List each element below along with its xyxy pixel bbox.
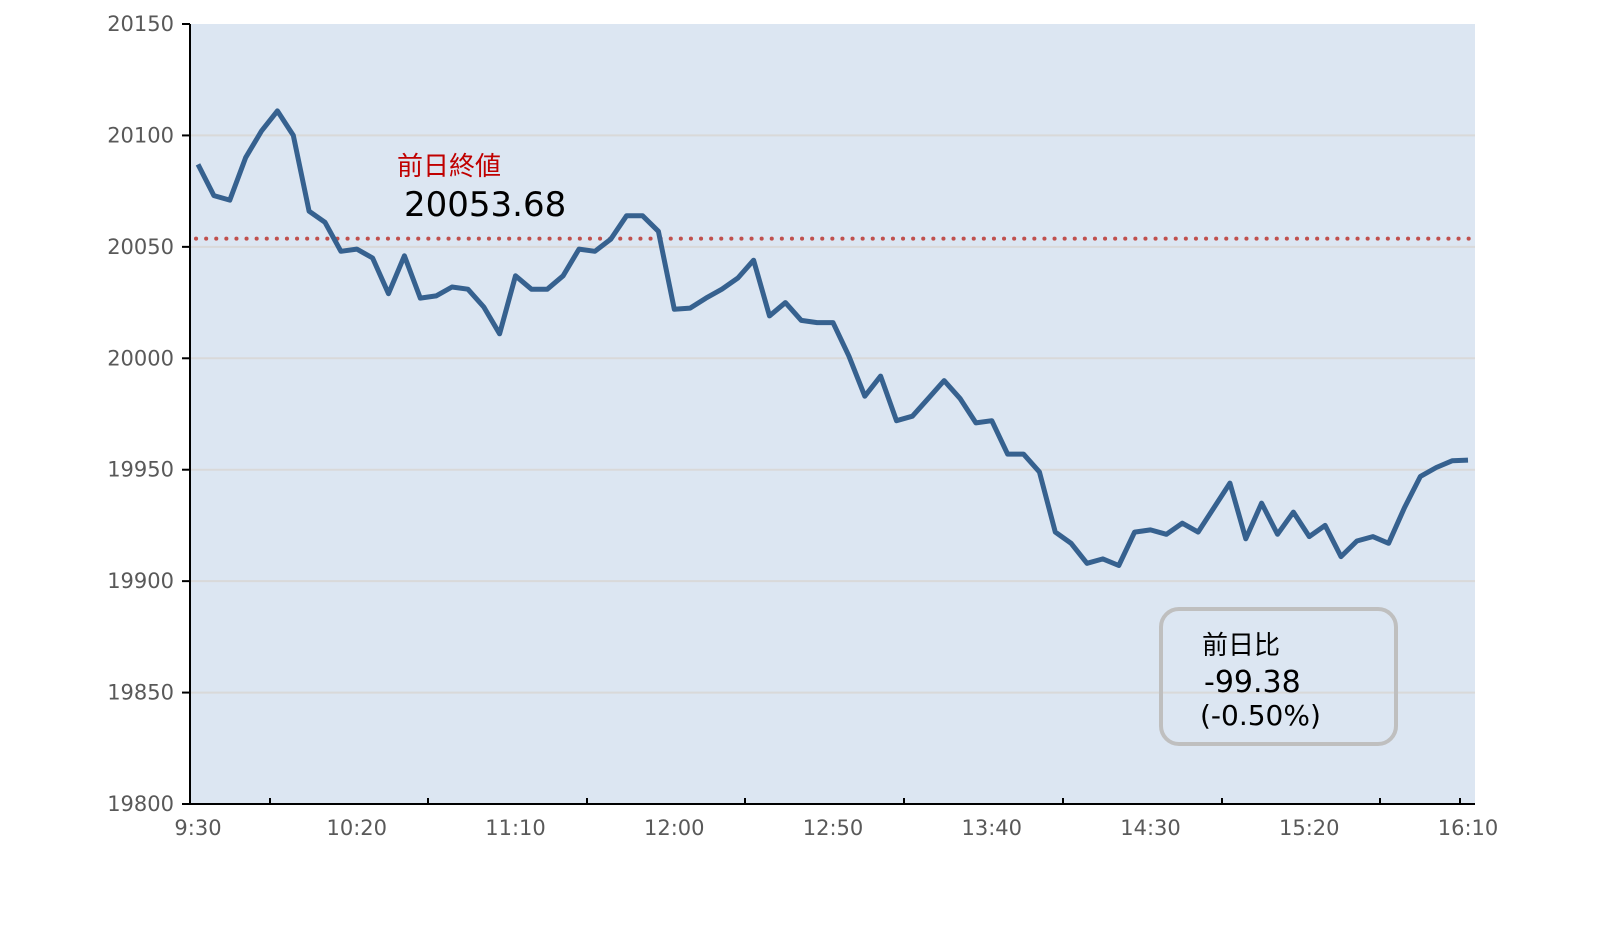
x-tick-label: 13:40 xyxy=(961,816,1022,840)
x-tick-label: 10:20 xyxy=(326,816,387,840)
y-tick-label: 19950 xyxy=(107,458,174,482)
change-percent: (-0.50%) xyxy=(1200,699,1321,732)
y-tick-label: 20000 xyxy=(107,346,174,370)
y-tick-label: 19850 xyxy=(107,681,174,705)
x-tick-label: 12:50 xyxy=(803,816,864,840)
y-tick-label: 19800 xyxy=(107,792,174,816)
previous-close-label: 前日終値 xyxy=(397,152,501,182)
change-label: 前日比 xyxy=(1202,631,1280,661)
y-tick-label: 20150 xyxy=(107,12,174,36)
change-value: -99.38 xyxy=(1204,665,1301,700)
x-tick-label: 12:00 xyxy=(644,816,705,840)
y-tick-label: 20100 xyxy=(107,123,174,147)
change-annotation-box xyxy=(1159,607,1398,746)
x-tick-label: 16:10 xyxy=(1438,816,1499,840)
x-tick-label: 14:30 xyxy=(1120,816,1181,840)
x-tick-label: 11:10 xyxy=(485,816,546,840)
y-tick-label: 19900 xyxy=(107,569,174,593)
x-tick-label: 9:30 xyxy=(174,816,221,840)
y-tick-label: 20050 xyxy=(107,235,174,259)
plot-area xyxy=(190,24,1475,804)
previous-close-value: 20053.68 xyxy=(404,185,566,225)
x-tick-label: 15:20 xyxy=(1279,816,1340,840)
